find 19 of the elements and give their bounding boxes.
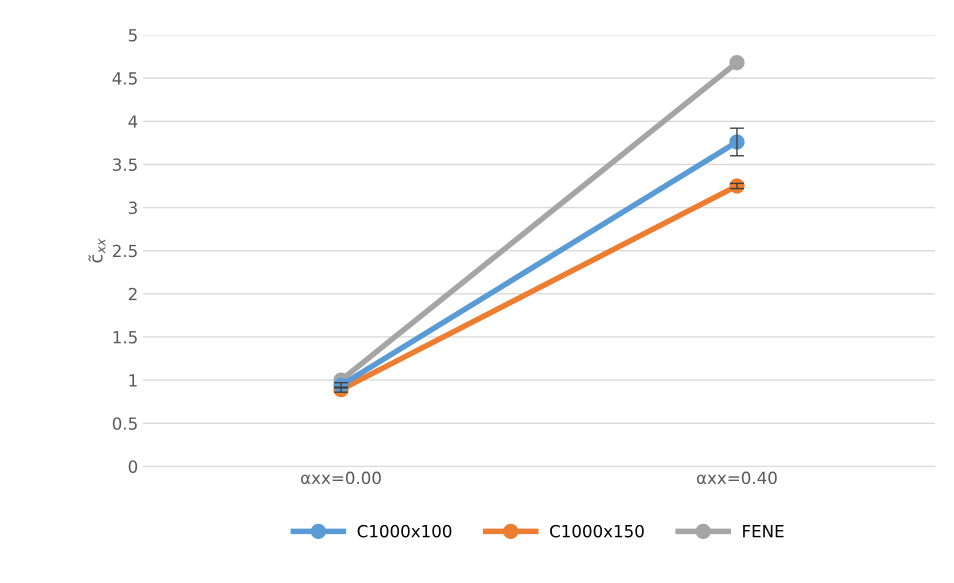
y-tick-label: 1.5 [114,331,137,344]
legend-label: C1000x100 [358,524,452,538]
legend-label: FENE [743,525,784,538]
y-axis-title: c̃$_{xx}$ [88,238,106,263]
y-tick-label: 0 [128,460,138,473]
y-tick-label: 5 [128,29,137,42]
y-tick-label: 3 [128,202,137,214]
x-tick-label: αxx=0.00 [301,472,381,484]
y-tick-label: 4 [128,115,138,128]
y-tick-label: 3.5 [113,158,137,171]
y-tick-label: 1 [129,374,137,386]
y-tick-label: 0.5 [112,417,137,430]
x-tick-label: αxx=0.40 [696,472,777,484]
y-tick-label: 2 [128,288,137,300]
y-tick-label: 4.5 [112,72,137,85]
point [729,54,745,70]
legend-label: C1000x150 [550,524,644,538]
point [729,134,745,150]
y-tick-label: 2.5 [112,244,137,258]
